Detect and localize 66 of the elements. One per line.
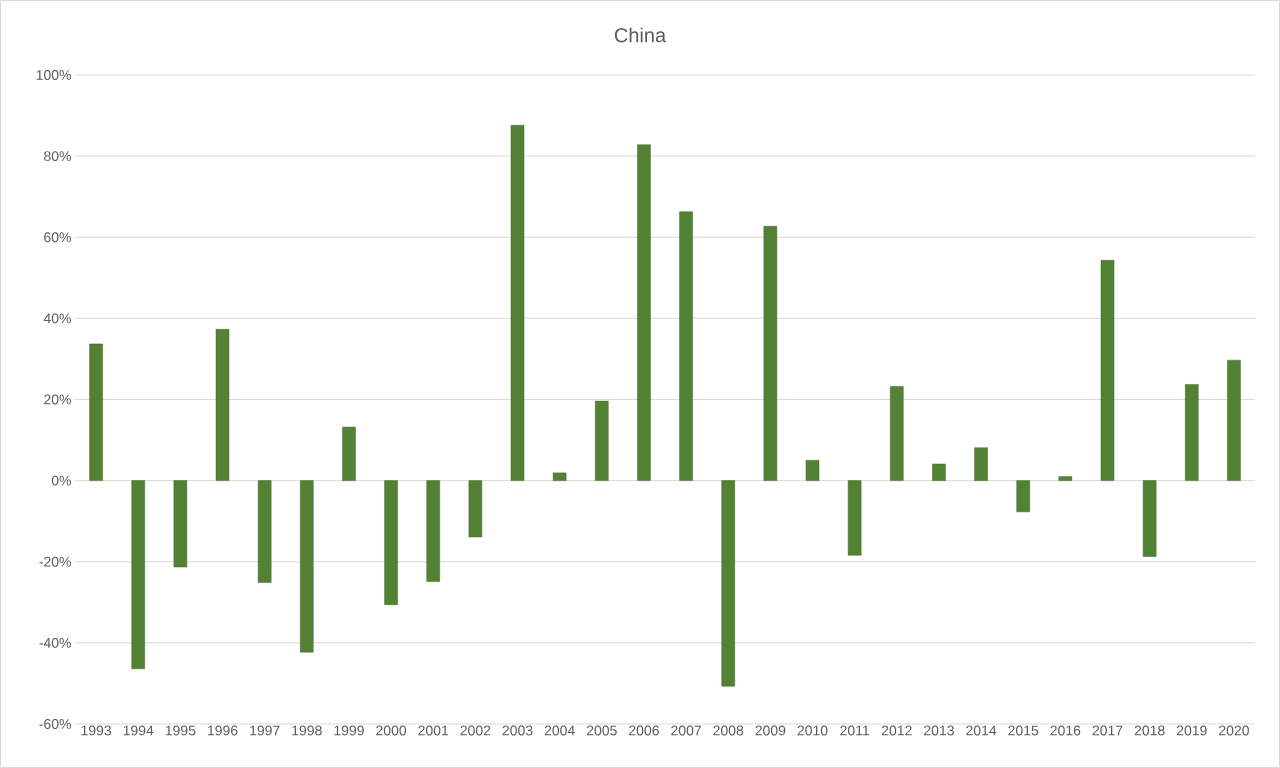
x-tick-label: 2003 xyxy=(502,725,533,736)
bar xyxy=(1142,480,1157,557)
x-tick-label: 2015 xyxy=(1008,725,1039,736)
y-tick-label: -40% xyxy=(39,637,71,648)
x-tick-label: 1997 xyxy=(250,725,280,736)
x-tick-label: 2019 xyxy=(1176,725,1207,736)
bar xyxy=(974,447,988,481)
bar xyxy=(300,480,314,653)
x-tick-label: 2013 xyxy=(924,725,954,736)
bar xyxy=(384,480,398,605)
bar xyxy=(1185,384,1199,481)
bar xyxy=(257,480,272,583)
x-tick-label: 1993 xyxy=(81,725,112,736)
x-tick-label: 2011 xyxy=(840,725,870,736)
x-tick-label: 2008 xyxy=(713,725,744,736)
bar xyxy=(426,480,440,582)
chart-title: China xyxy=(614,27,667,43)
x-tick-label: 1994 xyxy=(123,725,154,736)
x-tick-label: 2014 xyxy=(966,725,997,736)
x-tick-label: 2001 xyxy=(418,725,449,736)
y-tick-label: 40% xyxy=(43,313,71,324)
bar xyxy=(1227,359,1241,481)
bar xyxy=(932,463,946,481)
x-tick-label: 2002 xyxy=(460,725,491,736)
bar xyxy=(721,480,735,687)
bar xyxy=(890,386,904,481)
x-tick-label: 2007 xyxy=(671,725,701,736)
x-tick-label: 2010 xyxy=(797,725,828,736)
bar xyxy=(595,400,609,481)
bar xyxy=(468,480,483,538)
x-tick-label: 1999 xyxy=(334,725,364,736)
bar xyxy=(1058,476,1073,481)
bar xyxy=(679,211,693,481)
x-tick-label: 1998 xyxy=(292,725,322,736)
x-tick-label: 2020 xyxy=(1219,725,1249,736)
x-tick-label: 2017 xyxy=(1092,725,1123,736)
bar xyxy=(173,480,188,568)
bar xyxy=(89,343,103,481)
x-tick-label: 2005 xyxy=(586,725,617,736)
y-tick-label: -60% xyxy=(39,719,71,729)
x-tick-label: 2006 xyxy=(629,725,659,736)
x-tick-label: 1995 xyxy=(165,725,196,736)
bar xyxy=(805,460,820,481)
bar xyxy=(1100,260,1115,481)
bar xyxy=(763,226,778,481)
bar xyxy=(215,329,230,481)
x-tick-label: 2000 xyxy=(376,725,407,736)
x-tick-label: 2018 xyxy=(1134,725,1165,736)
y-tick-label: 80% xyxy=(44,151,71,162)
y-tick-label: 100% xyxy=(36,70,71,80)
y-tick-label: 0% xyxy=(51,475,71,486)
bar xyxy=(342,426,356,481)
y-tick-label: 60% xyxy=(44,232,71,243)
bar xyxy=(552,472,567,481)
bar xyxy=(510,125,525,481)
y-tick-label: 20% xyxy=(44,394,71,405)
x-tick-label: 2009 xyxy=(755,725,786,736)
x-tick-label: 2016 xyxy=(1050,725,1081,736)
bar xyxy=(637,144,651,481)
x-tick-label: 1996 xyxy=(208,725,238,736)
y-tick-label: -20% xyxy=(39,556,71,567)
x-tick-label: 2004 xyxy=(544,725,575,736)
bar xyxy=(1016,480,1030,513)
bar xyxy=(131,480,145,670)
bar xyxy=(847,480,862,556)
x-tick-label: 2012 xyxy=(881,725,912,736)
